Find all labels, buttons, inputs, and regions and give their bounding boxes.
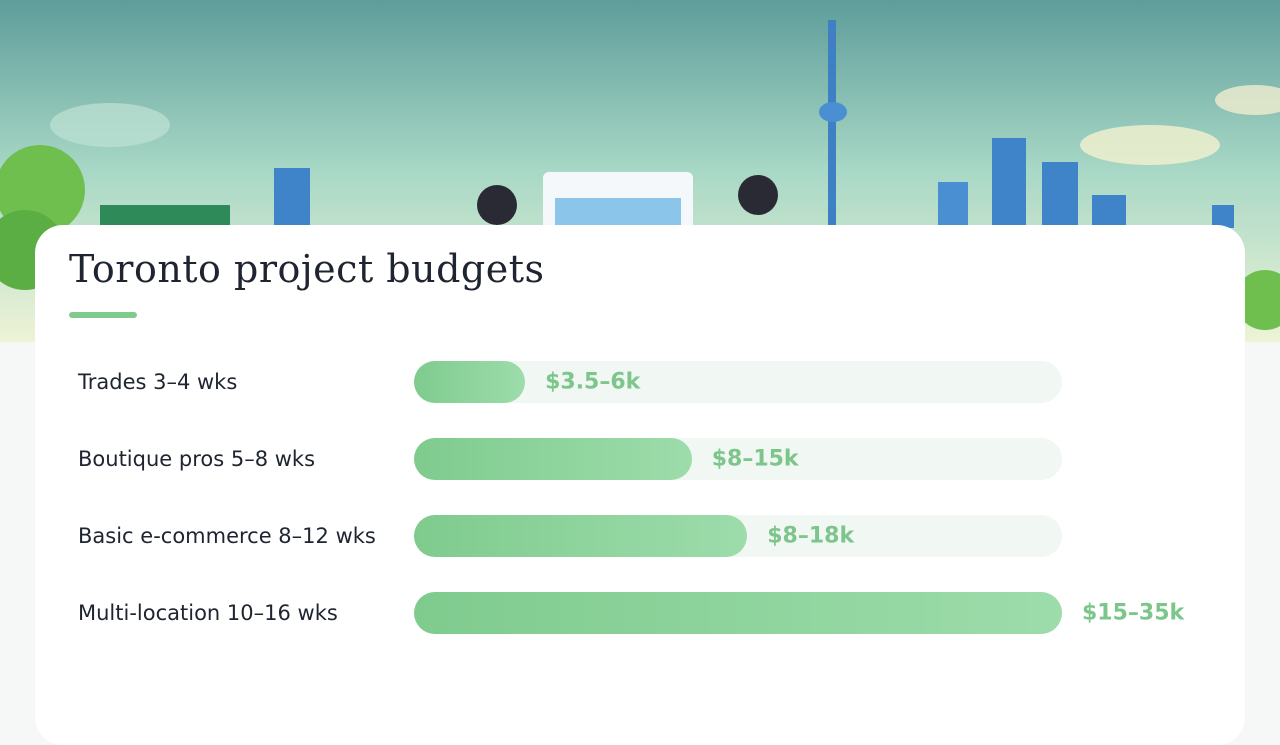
card: Toronto project budgets Trades 3–4 wks $3… — [35, 225, 1245, 745]
category-label: Multi-location 10–16 wks — [78, 601, 338, 625]
category-label: Basic e-commerce 8–12 wks — [78, 524, 376, 548]
bar — [414, 438, 692, 480]
page: Toronto project budgets Trades 3–4 wks $3… — [0, 0, 1280, 634]
category-label: Trades 3–4 wks — [78, 370, 238, 394]
value-label: $3.5–6k — [545, 369, 641, 395]
chart-title: Toronto project budgets — [69, 247, 545, 291]
value-label: $8–18k — [767, 523, 855, 549]
category-label: Boutique pros 5–8 wks — [78, 447, 316, 471]
bar — [414, 515, 748, 557]
value-label: $8–15k — [711, 446, 799, 472]
title-underline — [69, 312, 137, 318]
bar — [414, 361, 526, 403]
value-label: $15–35k — [1082, 600, 1185, 626]
bar — [414, 592, 1062, 634]
